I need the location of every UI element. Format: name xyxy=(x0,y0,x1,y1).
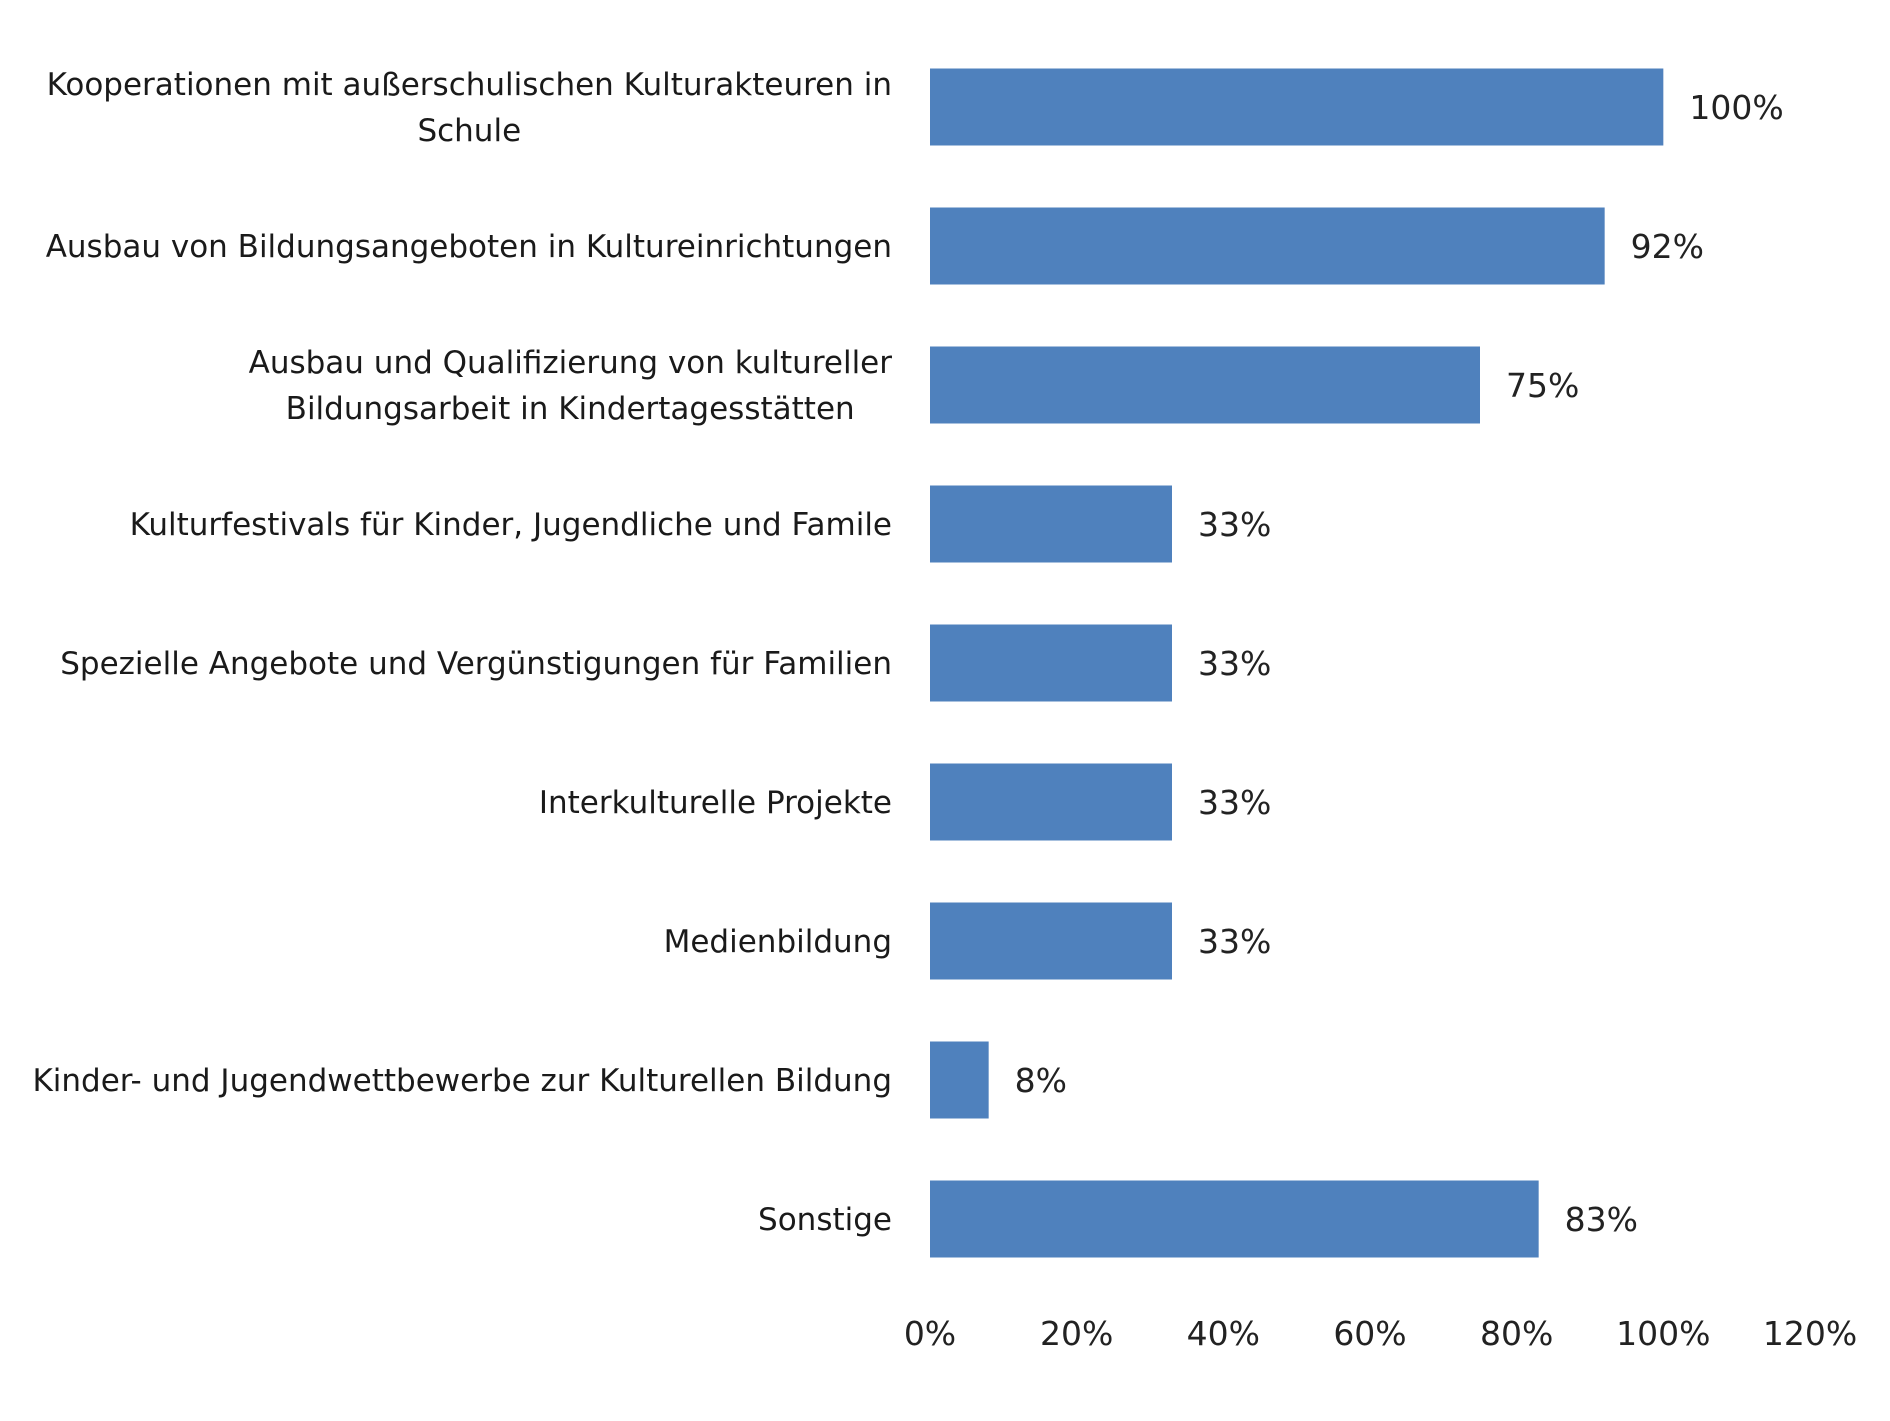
bar-3 xyxy=(930,485,1172,563)
x-tick-label-5: 100% xyxy=(1616,1314,1710,1353)
value-label-8: 83% xyxy=(1565,1200,1638,1239)
x-tick-label-2: 40% xyxy=(1187,1314,1260,1353)
value-label-6: 33% xyxy=(1198,922,1271,961)
value-label-4: 33% xyxy=(1198,644,1271,683)
bar-7 xyxy=(930,1041,989,1119)
bar-5 xyxy=(930,763,1172,841)
x-axis-ticks-layer: 0% 20% 40% 60% 80% 100% 120% xyxy=(904,1314,1857,1353)
x-tick-label-6: 120% xyxy=(1763,1314,1857,1353)
value-label-0: 100% xyxy=(1689,88,1783,127)
bar-1 xyxy=(930,207,1605,285)
value-label-2: 75% xyxy=(1506,366,1579,405)
category-label-0-line-0: Kooperationen mit außerschulischen Kultu… xyxy=(47,67,892,103)
category-label-2-line-0: Ausbau und Qualifizierung von kulturelle… xyxy=(249,345,893,381)
category-label-8-line-0: Sonstige xyxy=(758,1202,892,1238)
category-label-2-line-1: Bildungsarbeit in Kindertagesstätten xyxy=(286,391,855,427)
value-labels-layer: 100% 92% 75% 33% 33% 33% 33% 8% 83% xyxy=(1015,88,1784,1239)
bar-4 xyxy=(930,624,1172,702)
x-tick-label-0: 0% xyxy=(904,1314,956,1353)
bar-2 xyxy=(930,346,1480,424)
bar-8 xyxy=(930,1180,1539,1258)
category-label-4-line-0: Spezielle Angebote und Vergünstigungen f… xyxy=(60,646,892,682)
x-tick-label-1: 20% xyxy=(1040,1314,1113,1353)
value-label-1: 92% xyxy=(1631,227,1704,266)
bars-layer xyxy=(930,68,1664,1258)
category-label-1-line-0: Ausbau von Bildungsangeboten in Kulturei… xyxy=(46,229,892,265)
category-label-3-line-0: Kulturfestivals für Kinder, Jugendliche … xyxy=(130,507,892,543)
x-tick-label-3: 60% xyxy=(1333,1314,1406,1353)
category-label-7-line-0: Kinder- und Jugendwettbewerbe zur Kultur… xyxy=(32,1063,892,1099)
value-label-5: 33% xyxy=(1198,783,1271,822)
category-label-6-line-0: Medienbildung xyxy=(664,924,892,960)
category-label-0-line-1: Schule xyxy=(417,113,521,149)
category-label-5-line-0: Interkulturelle Projekte xyxy=(539,785,892,821)
value-label-7: 8% xyxy=(1015,1061,1067,1100)
bar-6 xyxy=(930,902,1172,980)
value-label-3: 33% xyxy=(1198,505,1271,544)
bar-0 xyxy=(930,68,1664,146)
category-labels-layer: Kooperationen mit außerschulischen Kultu… xyxy=(32,67,892,1238)
x-tick-label-4: 80% xyxy=(1480,1314,1553,1353)
